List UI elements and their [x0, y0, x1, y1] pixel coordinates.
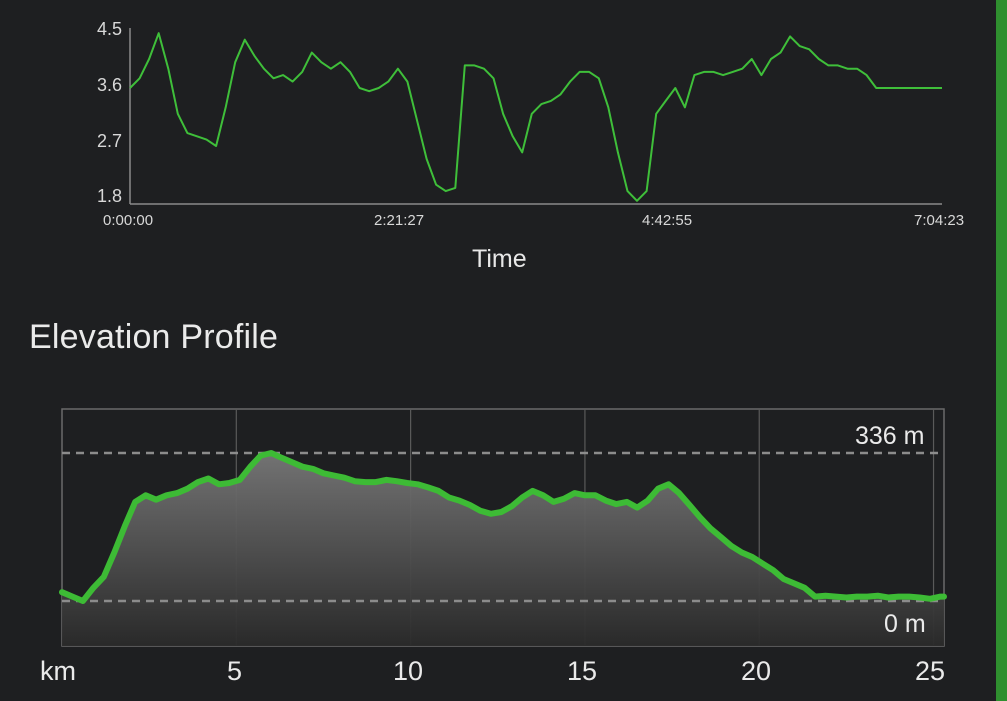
- elevation-area: [62, 453, 944, 646]
- x-tick-label: 5: [227, 656, 243, 686]
- x-tick-label: 0:00:00: [103, 212, 154, 229]
- y-tick-label: 3.6: [96, 75, 122, 95]
- section-title: Elevation Profile: [29, 318, 279, 356]
- x-tick-label: 20: [741, 656, 772, 686]
- x-tick-label: 2:21:27: [374, 212, 425, 229]
- x-tick-label: 25: [915, 656, 946, 686]
- scrollbar-accent[interactable]: [996, 0, 1007, 701]
- x-tick-label: 4:42:55: [642, 212, 693, 229]
- x-tick-label: 7:04:23: [914, 212, 965, 229]
- x-tick-label: 10: [393, 656, 424, 686]
- series-line: [129, 32, 942, 202]
- x-axis-title: Time: [472, 245, 527, 273]
- elevation-line: [59, 450, 947, 604]
- x-tick-label: 15: [567, 656, 598, 686]
- y-tick-label: 2.7: [96, 131, 122, 151]
- min-elevation-label: 0 m: [884, 610, 926, 638]
- x-axis-unit-label: km: [40, 656, 76, 686]
- y-tick-label: 4.5: [96, 19, 122, 39]
- y-tick-label: 1.8: [96, 186, 122, 206]
- max-elevation-label: 336 m: [855, 422, 925, 450]
